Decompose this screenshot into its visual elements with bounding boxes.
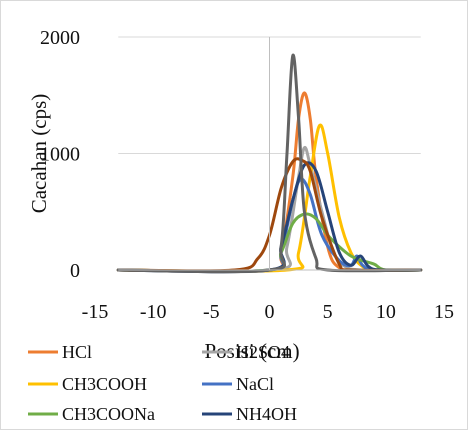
y-tick-label: 1000 [40, 144, 80, 166]
y-tick-label: 0 [70, 260, 80, 282]
x-tick-label: -5 [203, 301, 220, 323]
legend: HCl H2SO4 CH3COOH NaCl CH3COONa NH4OH [28, 342, 297, 424]
series-line-h2so4 [116, 145, 423, 274]
series-line-unnamed-7 [116, 53, 423, 274]
legend-label-h2so4: H2SO4 [236, 342, 290, 362]
y-axis-title: Cacahan (cps) [27, 94, 51, 214]
y-tick-label: 2000 [40, 27, 80, 49]
x-tick-label: 5 [323, 301, 333, 323]
x-tick-label: 0 [265, 301, 275, 323]
series-lines [116, 53, 423, 274]
legend-label-ch3cooh: CH3COOH [62, 374, 147, 394]
x-tick-label: -15 [82, 301, 109, 323]
legend-label-ch3coona: CH3COONa [62, 404, 155, 424]
x-tick-label: 10 [376, 301, 396, 323]
legend-label-nh4oh: NH4OH [236, 404, 297, 424]
x-tick-label: 15 [434, 301, 454, 323]
legend-label-hcl: HCl [62, 342, 92, 362]
y-axis-ticks: 0 1000 2000 [40, 27, 80, 282]
x-tick-label: -10 [140, 301, 167, 323]
series-line-unnamed-6 [116, 157, 423, 273]
legend-label-nacl: NaCl [236, 374, 274, 394]
x-axis-ticks: -15 -10 -5 0 5 10 15 [82, 301, 454, 323]
